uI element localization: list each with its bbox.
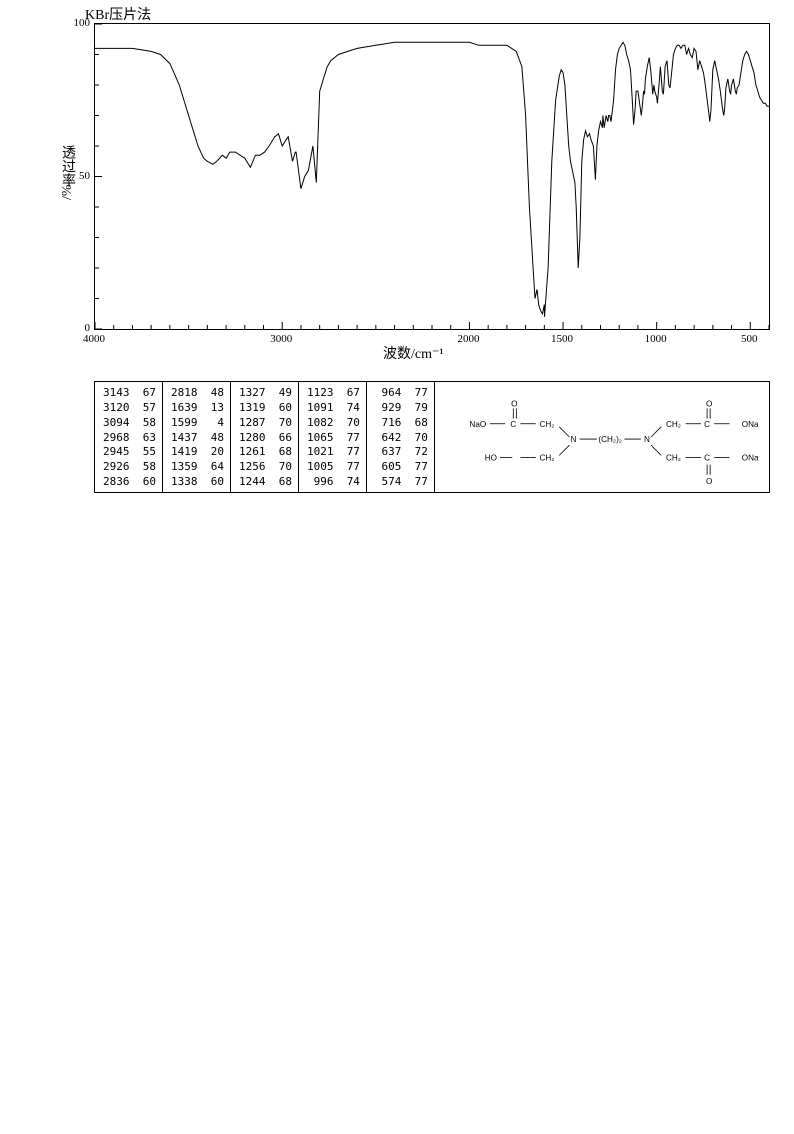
x-tick-label: 1500: [551, 333, 573, 345]
peak-col-3: 1327 49 1319 60 1287 70 1280 66 1261 68 …: [231, 382, 299, 492]
svg-text:NaO: NaO: [469, 420, 486, 429]
svg-text:O: O: [706, 399, 712, 408]
x-tick-label: 3000: [270, 333, 292, 345]
peak-col-1: 3143 67 3120 57 3094 58 2968 63 2945 55 …: [95, 382, 163, 492]
x-axis-label: 波数/cm⁻¹: [383, 343, 444, 363]
svg-text:(CH₂)₂: (CH₂)₂: [598, 435, 622, 444]
svg-text:C: C: [704, 420, 710, 429]
chart-title: KBr压片法: [85, 4, 151, 24]
x-tick-label: 1000: [645, 333, 667, 345]
svg-text:O: O: [511, 399, 517, 408]
svg-text:C: C: [704, 453, 710, 462]
svg-text:ONa: ONa: [742, 420, 759, 429]
x-tick-label: 500: [741, 333, 758, 345]
peak-col-5: 964 77 929 79 716 68 642 70 637 72 605 7…: [367, 382, 435, 492]
svg-text:CH₂: CH₂: [539, 420, 554, 429]
svg-text:CH₂: CH₂: [666, 420, 681, 429]
peak-col-4: 1123 67 1091 74 1082 70 1065 77 1021 77 …: [299, 382, 367, 492]
svg-text:C: C: [510, 420, 516, 429]
svg-text:HO: HO: [485, 453, 497, 462]
peak-data-table: 3143 67 3120 57 3094 58 2968 63 2945 55 …: [94, 381, 770, 493]
svg-text:O: O: [706, 477, 712, 486]
x-tick-label: 2000: [457, 333, 479, 345]
ir-spectrum-plot: [94, 23, 770, 330]
svg-text:N: N: [644, 435, 650, 444]
y-tick-label: 50: [79, 170, 90, 182]
svg-text:ONa: ONa: [742, 453, 759, 462]
y-axis-label-pct: /%: [60, 184, 76, 200]
peak-col-2: 2818 48 1639 13 1599 4 1437 48 1419 20 1…: [163, 382, 231, 492]
svg-text:CH₂: CH₂: [539, 453, 554, 462]
svg-text:N: N: [570, 435, 576, 444]
molecular-structure: NaO C O CH₂ N CH₂ HO (CH₂)₂ N CH₂ C O ONa CH₂ C O ONa: [435, 382, 769, 492]
svg-text:CH₂: CH₂: [666, 453, 681, 462]
x-tick-label: 4000: [83, 333, 105, 345]
y-axis-label: 透过率: [60, 145, 74, 187]
y-tick-label: 100: [74, 17, 91, 29]
